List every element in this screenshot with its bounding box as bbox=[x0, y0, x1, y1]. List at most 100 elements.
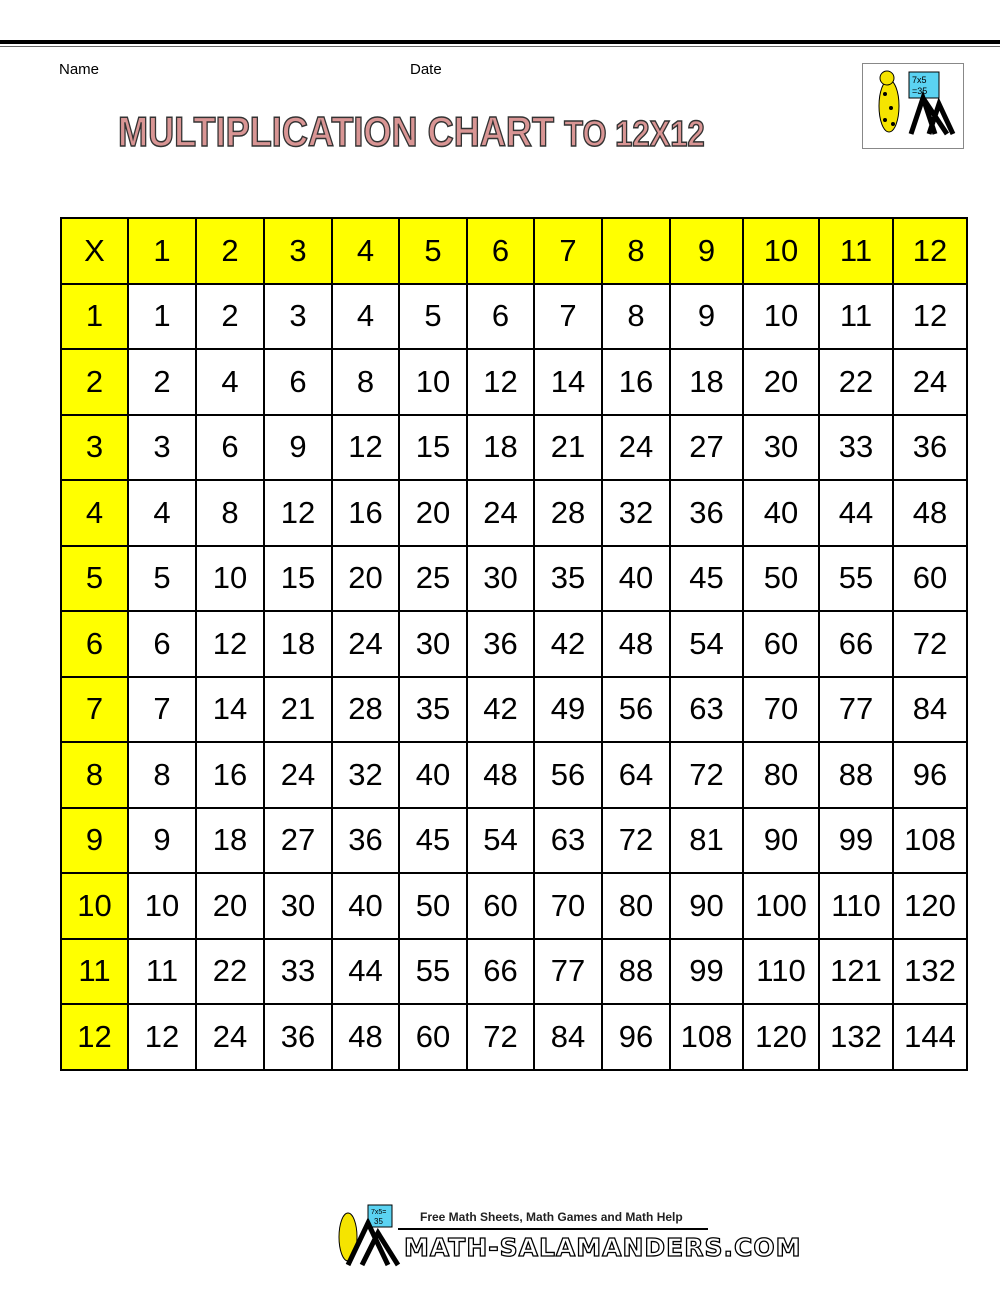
product-cell: 63 bbox=[533, 806, 603, 874]
footer-site-link[interactable]: MATH-SALAMANDERS.COM bbox=[403, 1232, 802, 1262]
product-cell: 14 bbox=[533, 348, 603, 416]
product-cell: 35 bbox=[533, 544, 603, 612]
table-row: 12 12 24 36 48 60 72 84 96 108 120 132 144 bbox=[60, 1003, 968, 1071]
product-cell: 90 bbox=[742, 806, 820, 874]
column-header: 1 bbox=[127, 217, 197, 285]
product-cell: 81 bbox=[669, 806, 744, 874]
product-cell: 10 bbox=[127, 872, 197, 940]
salamander-logo: 7x5 =35 bbox=[862, 63, 964, 149]
product-cell: 70 bbox=[533, 872, 603, 940]
product-cell: 16 bbox=[331, 479, 400, 547]
product-cell: 80 bbox=[601, 872, 671, 940]
date-label: Date bbox=[410, 61, 442, 78]
product-cell: 4 bbox=[331, 282, 400, 350]
product-cell: 20 bbox=[742, 348, 820, 416]
product-cell: 144 bbox=[892, 1003, 968, 1071]
product-cell: 6 bbox=[127, 610, 197, 678]
column-header: 4 bbox=[331, 217, 400, 285]
product-cell: 72 bbox=[669, 741, 744, 809]
product-cell: 66 bbox=[818, 610, 894, 678]
column-header: 8 bbox=[601, 217, 671, 285]
header-row: X 1 2 3 4 5 6 7 8 9 10 11 12 bbox=[60, 217, 968, 285]
table-row: 9 9 18 27 36 45 54 63 72 81 90 99 108 bbox=[60, 806, 968, 874]
product-cell: 25 bbox=[398, 544, 468, 612]
column-header: 5 bbox=[398, 217, 468, 285]
product-cell: 84 bbox=[892, 675, 968, 743]
product-cell: 30 bbox=[263, 872, 333, 940]
table-row: 10 10 20 30 40 50 60 70 80 90 100 110 120 bbox=[60, 872, 968, 940]
product-cell: 40 bbox=[331, 872, 400, 940]
product-cell: 96 bbox=[892, 741, 968, 809]
product-cell: 36 bbox=[466, 610, 535, 678]
row-header: 10 bbox=[60, 872, 129, 940]
row-header: 8 bbox=[60, 741, 129, 809]
product-cell: 110 bbox=[818, 872, 894, 940]
product-cell: 9 bbox=[127, 806, 197, 874]
product-cell: 16 bbox=[195, 741, 265, 809]
product-cell: 50 bbox=[398, 872, 468, 940]
multiplication-table: X 1 2 3 4 5 6 7 8 9 10 11 12 1 1 2 3 4 5 6 7 8 9 10 11 12 2 2 4 6 8 10 1… bbox=[60, 217, 968, 1071]
product-cell: 24 bbox=[195, 1003, 265, 1071]
product-cell: 8 bbox=[601, 282, 671, 350]
product-cell: 12 bbox=[466, 348, 535, 416]
product-cell: 36 bbox=[263, 1003, 333, 1071]
product-cell: 99 bbox=[669, 937, 744, 1005]
product-cell: 44 bbox=[331, 937, 400, 1005]
product-cell: 18 bbox=[466, 413, 535, 481]
table-row: 11 11 22 33 44 55 66 77 88 99 110 121 132 bbox=[60, 937, 968, 1005]
product-cell: 48 bbox=[601, 610, 671, 678]
product-cell: 20 bbox=[398, 479, 468, 547]
column-header: 10 bbox=[742, 217, 820, 285]
product-cell: 42 bbox=[533, 610, 603, 678]
table-row: 1 1 2 3 4 5 6 7 8 9 10 11 12 bbox=[60, 282, 968, 350]
product-cell: 33 bbox=[263, 937, 333, 1005]
table-row: 5 5 10 15 20 25 30 35 40 45 50 55 60 bbox=[60, 544, 968, 612]
product-cell: 7 bbox=[127, 675, 197, 743]
product-cell: 3 bbox=[127, 413, 197, 481]
row-header: 4 bbox=[60, 479, 129, 547]
product-cell: 11 bbox=[818, 282, 894, 350]
row-header: 9 bbox=[60, 806, 129, 874]
product-cell: 44 bbox=[818, 479, 894, 547]
product-cell: 3 bbox=[263, 282, 333, 350]
row-header: 3 bbox=[60, 413, 129, 481]
product-cell: 20 bbox=[331, 544, 400, 612]
column-header: 2 bbox=[195, 217, 265, 285]
product-cell: 10 bbox=[195, 544, 265, 612]
product-cell: 9 bbox=[669, 282, 744, 350]
column-header: 7 bbox=[533, 217, 603, 285]
product-cell: 99 bbox=[818, 806, 894, 874]
product-cell: 64 bbox=[601, 741, 671, 809]
product-cell: 55 bbox=[818, 544, 894, 612]
product-cell: 35 bbox=[398, 675, 468, 743]
column-header: 11 bbox=[818, 217, 894, 285]
product-cell: 72 bbox=[892, 610, 968, 678]
product-cell: 108 bbox=[669, 1003, 744, 1071]
product-cell: 54 bbox=[466, 806, 535, 874]
product-cell: 60 bbox=[398, 1003, 468, 1071]
product-cell: 30 bbox=[398, 610, 468, 678]
svg-text:7x5: 7x5 bbox=[912, 75, 927, 85]
product-cell: 24 bbox=[263, 741, 333, 809]
product-cell: 15 bbox=[263, 544, 333, 612]
column-header: 12 bbox=[892, 217, 968, 285]
product-cell: 88 bbox=[601, 937, 671, 1005]
product-cell: 60 bbox=[466, 872, 535, 940]
product-cell: 108 bbox=[892, 806, 968, 874]
product-cell: 10 bbox=[398, 348, 468, 416]
table-row: 3 3 6 9 12 15 18 21 24 27 30 33 36 bbox=[60, 413, 968, 481]
product-cell: 40 bbox=[398, 741, 468, 809]
product-cell: 6 bbox=[466, 282, 535, 350]
product-cell: 11 bbox=[127, 937, 197, 1005]
title-suffix: TO 12X12 bbox=[563, 112, 705, 155]
row-header: 11 bbox=[60, 937, 129, 1005]
product-cell: 24 bbox=[892, 348, 968, 416]
product-cell: 24 bbox=[601, 413, 671, 481]
product-cell: 55 bbox=[398, 937, 468, 1005]
product-cell: 88 bbox=[818, 741, 894, 809]
product-cell: 6 bbox=[263, 348, 333, 416]
row-header: 2 bbox=[60, 348, 129, 416]
product-cell: 16 bbox=[601, 348, 671, 416]
product-cell: 18 bbox=[195, 806, 265, 874]
product-cell: 50 bbox=[742, 544, 820, 612]
